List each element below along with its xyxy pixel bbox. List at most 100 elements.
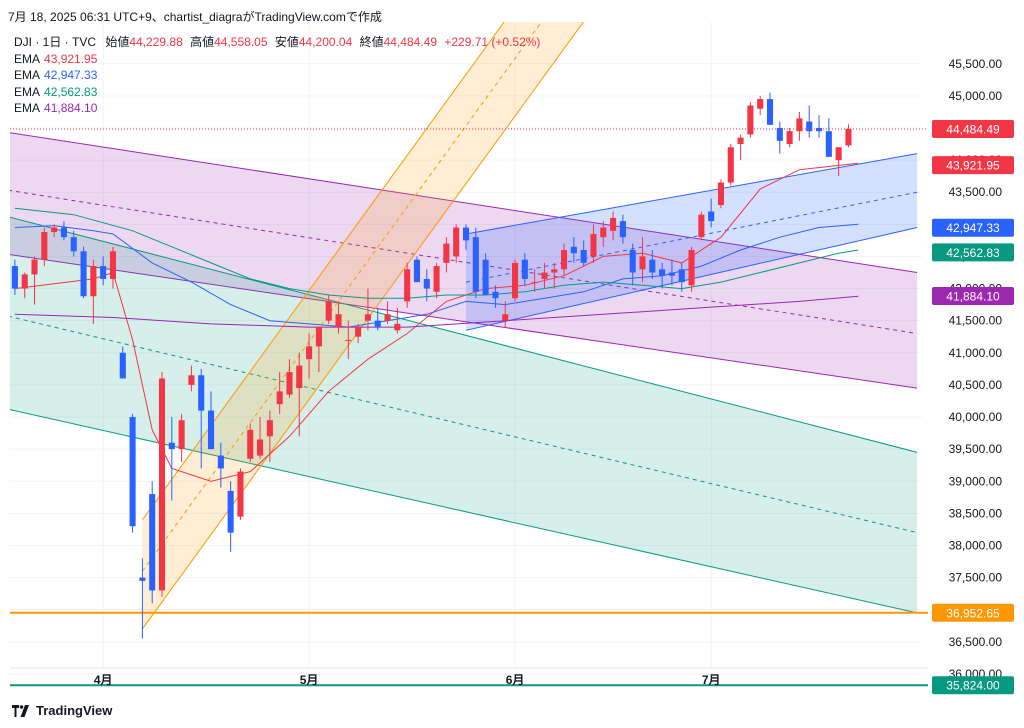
time-axis[interactable]: 4月 5月 6月 7月 [10, 667, 928, 687]
chart-legend: DJI · 1日 · TVC 始値44,229.88 高値44,558.05 安… [14, 34, 540, 117]
candle-body [845, 129, 852, 146]
ema-label: EMA [14, 68, 41, 82]
candle-body [766, 99, 774, 125]
high-label: 高値 [190, 35, 215, 49]
tradingview-logo-icon [12, 704, 29, 717]
candle-body [139, 577, 146, 581]
price-tick-label: 39,000.00 [949, 474, 1003, 488]
candle-body [207, 410, 215, 450]
candle-body [31, 259, 38, 275]
symbol-name: DJI · 1日 · TVC [14, 35, 97, 49]
candle-body [60, 227, 67, 238]
candle-body [551, 269, 558, 273]
symbol-row[interactable]: DJI · 1日 · TVC 始値44,229.88 高値44,558.05 安… [14, 34, 540, 51]
price-label-text: 42,947.33 [946, 221, 1000, 235]
channel-mid-line [10, 190, 918, 335]
candle-body [815, 127, 823, 132]
candle-body [806, 121, 813, 132]
channel-fill [10, 217, 918, 613]
candle-body [41, 232, 48, 260]
channel-fill [466, 153, 918, 331]
candle-body [51, 227, 58, 233]
candle-body [678, 269, 685, 283]
ema-row-1[interactable]: EMA 43,921.95 [14, 51, 540, 68]
candle-body [757, 99, 764, 109]
price-label-text: 36,952.65 [946, 606, 1000, 620]
price-tick-label: 43,500.00 [949, 185, 1003, 199]
price-label-text: 35,824.00 [946, 679, 1000, 693]
candle-body [413, 259, 421, 283]
candle-body [600, 227, 607, 238]
ema-value: 42,562.83 [44, 84, 98, 99]
candle-body [482, 259, 489, 295]
candle-body [531, 282, 538, 284]
price-label-text: 42,562.83 [946, 246, 1000, 260]
candle-body [178, 420, 185, 450]
candle-body [296, 365, 303, 389]
candle-body [404, 269, 411, 302]
candle-body [423, 278, 430, 289]
price-label-box [932, 243, 1014, 262]
price-label-text: 43,921.95 [946, 159, 1000, 173]
low-value: 44,200.04 [298, 35, 353, 49]
candle-body [315, 327, 322, 347]
ema-row-2[interactable]: EMA 42,947.33 [14, 67, 540, 84]
candle-body [747, 105, 754, 135]
close-value: 44,484.49 [383, 35, 438, 49]
time-tick-label: 6月 [506, 673, 525, 687]
candle-body [580, 250, 587, 263]
candle-body [472, 237, 479, 292]
ema-row-3[interactable]: EMA 42,562.83 [14, 84, 540, 101]
candle-body [727, 147, 734, 183]
ema-row-4[interactable]: EMA 41,884.10 [14, 100, 540, 117]
candle-body [364, 314, 371, 321]
candle-body [306, 346, 313, 360]
channel-upper-line [141, 22, 505, 521]
tradingview-footer[interactable]: TradingView [12, 703, 112, 718]
channel-upper-line [10, 216, 918, 453]
candle-body [502, 314, 509, 321]
candle-body [629, 250, 636, 273]
chart-caption: 7月 18, 2025 06:31 UTC+9、chartist_diagraが… [8, 8, 382, 25]
price-label-text: 41,884.10 [946, 290, 1000, 304]
price-label-box [932, 287, 1014, 306]
candle-body [619, 221, 626, 238]
candle-body [825, 131, 832, 157]
candle-body [276, 391, 283, 405]
candle-body [492, 291, 499, 299]
price-axis[interactable]: 36,000.0036,500.0037,000.0037,500.0038,0… [949, 57, 1003, 681]
candle-body [100, 266, 107, 279]
candle-body [610, 217, 617, 231]
candle-body [737, 137, 744, 145]
candle-body [796, 118, 803, 132]
candle-body [80, 251, 87, 297]
candles [11, 92, 852, 639]
high-value: 44,558.05 [214, 35, 268, 49]
ema-line [14, 162, 859, 482]
price-tick-label: 41,500.00 [949, 314, 1003, 328]
candle-body [688, 250, 695, 286]
candle-body [649, 259, 656, 273]
candle-body [462, 227, 470, 241]
price-label-text: 44,484.49 [946, 122, 1000, 136]
change-value: +229.71 (+0.52%) [444, 35, 541, 49]
channel-mid-line [141, 22, 543, 572]
candle-body [345, 339, 352, 341]
candle-body [168, 442, 175, 450]
candle-body [374, 320, 381, 328]
candle-body [217, 455, 224, 469]
candle-body [639, 256, 646, 270]
ema-value: 42,947.33 [44, 68, 98, 82]
price-tick-label: 45,000.00 [949, 89, 1003, 103]
candle-body [541, 272, 548, 279]
candle-body [570, 246, 577, 254]
price-tick-label: 37,500.00 [949, 571, 1003, 585]
candle-body [237, 471, 244, 517]
candle-body [266, 420, 273, 437]
candle-body [561, 250, 568, 270]
channel-upper-line [10, 132, 918, 273]
candle-body [659, 269, 666, 276]
candle-body [433, 266, 440, 292]
candle-body [227, 490, 234, 533]
